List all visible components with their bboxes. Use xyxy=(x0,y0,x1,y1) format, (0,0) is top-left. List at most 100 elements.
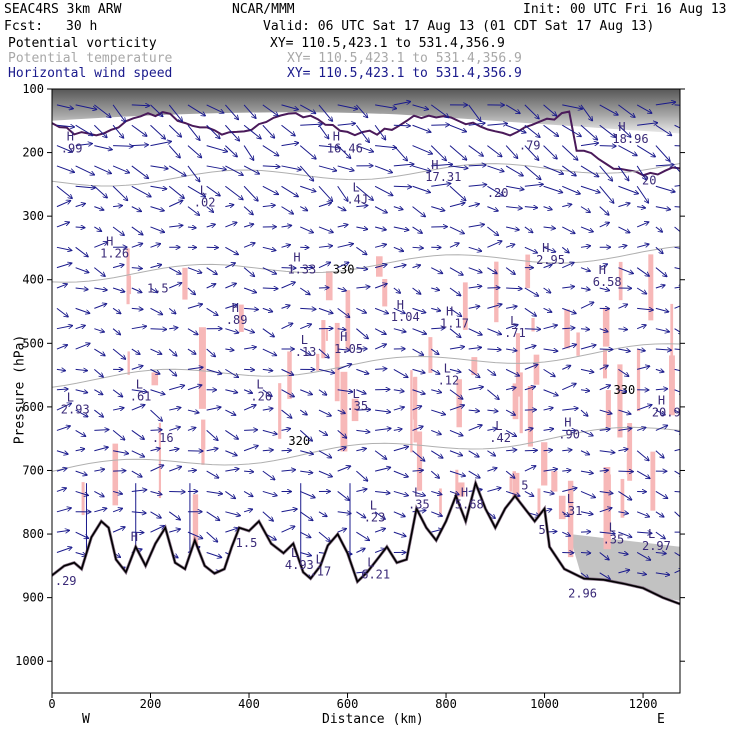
wind-vector xyxy=(112,185,127,200)
wind-vector xyxy=(244,347,256,349)
wind-vector xyxy=(468,145,483,156)
wind-vector xyxy=(655,491,668,498)
extremum-marker: L.23 xyxy=(364,498,386,524)
wind-vector xyxy=(543,349,558,351)
wind-vector xyxy=(468,368,480,377)
wind-vector xyxy=(524,184,543,186)
extremum-marker: L.61 xyxy=(130,378,152,404)
wind-vector xyxy=(599,223,609,228)
wind-vector xyxy=(524,207,537,208)
wind-vector xyxy=(131,512,146,513)
extremum-marker: .16 xyxy=(152,431,174,445)
wind-vector xyxy=(94,328,104,332)
wind-vector xyxy=(299,165,313,181)
wind-vector xyxy=(262,267,276,274)
wind-vector xyxy=(94,409,103,417)
wind-vector xyxy=(655,267,667,277)
extremum-value: .61 xyxy=(130,390,152,404)
extremum-marker: 20 xyxy=(642,173,656,187)
pv-streak xyxy=(325,271,333,301)
wind-vector xyxy=(543,124,559,136)
wind-vector xyxy=(543,307,552,312)
pv-streak xyxy=(494,261,499,323)
x-tick-label: 400 xyxy=(238,697,260,711)
wind-vector xyxy=(225,511,240,516)
y-tick-label: 700 xyxy=(22,463,44,477)
wind-vector xyxy=(562,531,570,536)
wind-vector xyxy=(206,368,222,373)
wind-vector xyxy=(206,307,218,315)
wind-vector xyxy=(524,428,533,430)
wind-vector xyxy=(599,185,614,203)
wind-vector xyxy=(75,343,90,350)
wind-vector xyxy=(412,226,422,233)
wind-vector xyxy=(374,467,390,472)
wind-vector xyxy=(561,165,576,176)
wind-vector xyxy=(430,104,448,118)
extremum-marker: L.42 xyxy=(489,419,511,445)
wind-vector xyxy=(431,184,450,187)
wind-vector xyxy=(412,307,426,312)
wind-vector xyxy=(337,262,349,269)
wind-vector xyxy=(262,450,273,451)
wind-vector xyxy=(281,526,295,533)
wind-vector xyxy=(374,265,387,269)
extremum-value: 1.5 xyxy=(147,281,169,295)
extremum-marker: H5.68 xyxy=(455,486,484,512)
wind-vector xyxy=(449,124,466,131)
wind-vector xyxy=(206,224,215,227)
wind-vector xyxy=(300,206,307,211)
wind-vector xyxy=(562,124,581,136)
extremum-letter: H xyxy=(131,530,138,544)
wind-vector xyxy=(262,104,278,116)
pv-streak xyxy=(81,482,85,516)
wind-vector xyxy=(56,145,72,152)
wind-vector xyxy=(562,286,574,288)
wind-vector xyxy=(244,369,254,370)
wind-vector xyxy=(94,226,101,231)
wind-vector xyxy=(599,508,612,513)
wind-vector xyxy=(356,389,365,394)
wind-vector xyxy=(94,165,111,173)
wind-vector xyxy=(75,369,87,370)
wind-vector xyxy=(430,450,442,458)
wind-vector xyxy=(468,165,486,166)
extremum-marker: H20.93 xyxy=(652,393,680,419)
field-pv-xy: XY= 110.5,423.1 to 531.4,356.9 xyxy=(270,36,505,51)
wind-vector xyxy=(94,491,104,496)
wind-vector xyxy=(131,366,143,370)
wind-vector xyxy=(655,425,667,431)
extremum-marker: H.90 xyxy=(558,416,580,442)
wind-vector xyxy=(56,284,67,289)
extremum-marker: 2.96 xyxy=(568,587,597,601)
extremum-letter: L xyxy=(200,184,207,198)
wind-vector xyxy=(524,365,538,370)
wind-vector xyxy=(225,491,235,498)
extremum-marker: L.4J xyxy=(346,180,368,206)
wind-vector xyxy=(543,104,557,116)
wind-vector xyxy=(524,307,536,316)
wind-vector xyxy=(94,124,106,137)
extremum-marker: H1.26 xyxy=(100,234,129,260)
wind-vector xyxy=(449,450,462,456)
wind-vector xyxy=(150,244,161,248)
wind-vector xyxy=(56,165,74,172)
wind-vector xyxy=(449,287,461,296)
wind-vector xyxy=(505,409,515,415)
wind-vector xyxy=(655,124,672,135)
wind-vector xyxy=(337,104,358,109)
wind-vectors xyxy=(56,102,680,608)
extremum-marker: L.02 xyxy=(194,184,216,210)
wind-vector xyxy=(655,185,675,192)
pv-streak xyxy=(127,351,130,375)
wind-vector xyxy=(337,390,353,392)
wind-vector xyxy=(187,470,196,471)
wind-vector xyxy=(393,470,408,477)
wind-vector xyxy=(169,225,182,227)
wind-vector xyxy=(169,283,181,289)
wind-vector xyxy=(674,104,680,106)
wind-vector xyxy=(449,491,459,494)
pv-streak xyxy=(509,476,513,492)
wind-vector xyxy=(150,226,165,232)
wind-vector xyxy=(655,389,668,390)
